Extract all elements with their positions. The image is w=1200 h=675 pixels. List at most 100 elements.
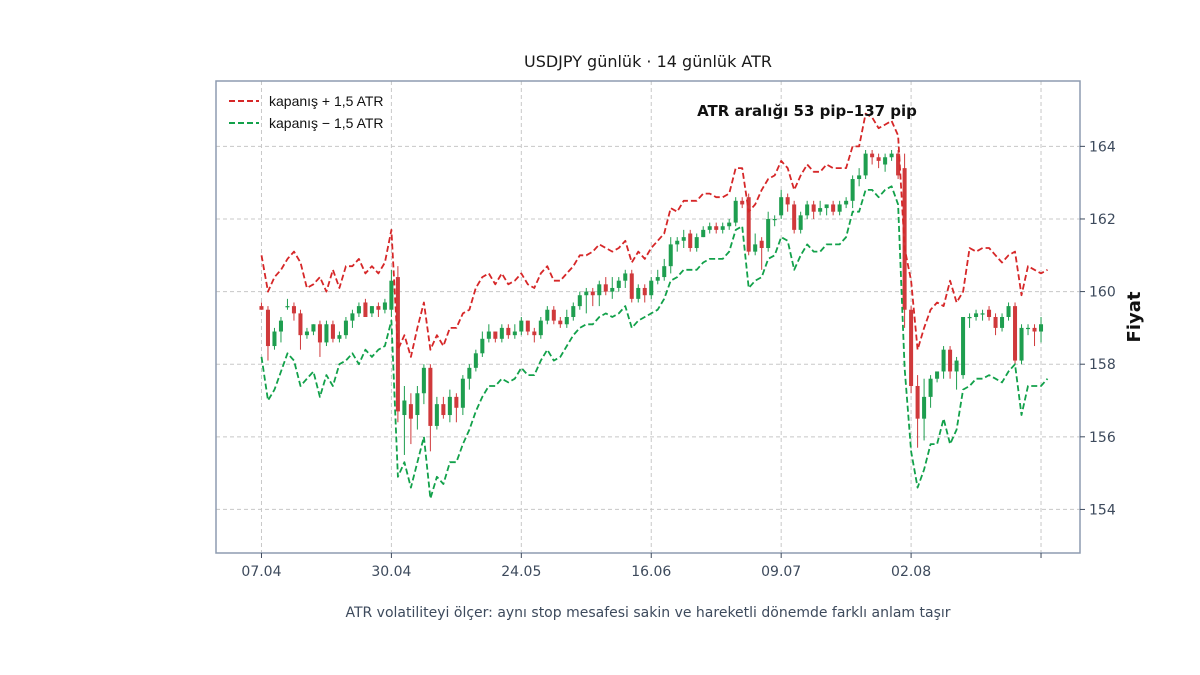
lower-atr-band — [260, 185, 1049, 500]
candle-body — [545, 309, 550, 321]
candle-body — [759, 240, 764, 249]
candle-body — [792, 204, 797, 230]
candle-body — [922, 396, 927, 419]
candlestick — [675, 237, 680, 252]
candlestick — [441, 396, 446, 419]
candlestick — [369, 306, 374, 317]
candle-body — [512, 331, 517, 336]
candle-body — [850, 179, 855, 201]
candle-body — [441, 404, 446, 416]
x-tick-label: 24.05 — [501, 564, 541, 580]
candle-body — [805, 204, 810, 216]
candle-body — [798, 215, 803, 230]
candlestick — [987, 306, 992, 321]
candle-body — [1019, 327, 1024, 361]
candlestick — [889, 149, 894, 161]
y-tick-label: 154 — [1089, 502, 1116, 518]
candlestick — [272, 327, 277, 350]
candle-body — [337, 335, 342, 339]
candlestick — [525, 320, 530, 336]
candlestick — [467, 364, 472, 390]
candlestick — [746, 193, 751, 256]
candlestick — [727, 218, 732, 230]
candlestick — [935, 371, 940, 383]
candlestick — [642, 284, 647, 303]
candle-body — [454, 396, 459, 408]
candle-body — [499, 327, 504, 339]
candle-body — [961, 317, 966, 376]
upper-atr-band — [260, 112, 1048, 358]
x-tick-label: 16.06 — [631, 564, 671, 580]
candlestick — [363, 298, 368, 317]
candlestick — [298, 309, 303, 350]
candle-body — [844, 200, 849, 205]
candle-body — [720, 226, 725, 230]
candle-body — [311, 324, 316, 332]
candlestick — [636, 284, 641, 303]
y-tick-label: 164 — [1089, 139, 1116, 155]
candle-body — [889, 153, 894, 158]
candlestick — [961, 317, 966, 379]
candle-body — [551, 309, 556, 321]
candlestick — [681, 229, 686, 249]
candlestick — [428, 364, 433, 452]
candle-body — [954, 360, 959, 372]
candle-body — [935, 371, 940, 379]
candle-body — [655, 277, 660, 281]
candlestick — [1019, 324, 1024, 365]
candlestick — [850, 175, 855, 209]
candle-body — [259, 306, 264, 310]
atr-bands — [260, 112, 1049, 500]
candlestick — [733, 197, 738, 227]
candlestick — [785, 193, 790, 212]
candlestick — [616, 277, 621, 292]
legend: kapanış + 1,5 ATR kapanış − 1,5 ATR — [229, 93, 384, 131]
candlestick — [519, 317, 524, 336]
candle-body — [883, 157, 888, 165]
candlestick — [668, 237, 673, 274]
candlestick — [766, 211, 771, 252]
legend-label-upper: kapanış + 1,5 ATR — [269, 93, 384, 109]
candle-body — [584, 291, 589, 296]
candle-body — [688, 233, 693, 249]
candle-body — [772, 218, 777, 221]
candle-body — [707, 226, 712, 230]
candlestick — [330, 320, 335, 343]
candle-body — [434, 404, 439, 426]
candle-body — [577, 295, 582, 307]
candle-body — [369, 306, 374, 314]
candlestick — [623, 269, 628, 288]
candle-body — [467, 367, 472, 379]
candle-body — [623, 273, 628, 281]
candle-body — [538, 320, 543, 336]
candlestick — [454, 393, 459, 423]
candlestick — [610, 277, 615, 299]
candlestick — [928, 375, 933, 408]
candlestick — [343, 317, 348, 339]
candle-body — [753, 244, 758, 252]
candle-body — [785, 197, 790, 205]
candlestick — [590, 287, 595, 307]
candlestick — [837, 200, 842, 216]
candle-body — [278, 320, 283, 332]
candlestick — [844, 197, 849, 209]
candlestick — [909, 306, 914, 394]
candle-body — [909, 309, 914, 386]
candle-body — [662, 266, 667, 278]
plot-frame — [215, 80, 1081, 554]
candle-body — [389, 280, 394, 310]
candlestick — [896, 149, 901, 180]
candlestick — [486, 324, 491, 343]
candlestick — [948, 346, 953, 379]
candle-body — [402, 400, 407, 416]
candle-body — [564, 317, 569, 325]
candlestick — [259, 302, 264, 310]
candlestick — [512, 324, 517, 339]
candle-body — [304, 331, 309, 336]
candle-body — [837, 204, 842, 212]
y-axis-label: Fiyat — [1124, 291, 1145, 342]
candle-body — [896, 153, 901, 176]
candle-body — [941, 349, 946, 372]
y-tick-label: 160 — [1089, 285, 1116, 301]
candle-body — [324, 324, 329, 343]
